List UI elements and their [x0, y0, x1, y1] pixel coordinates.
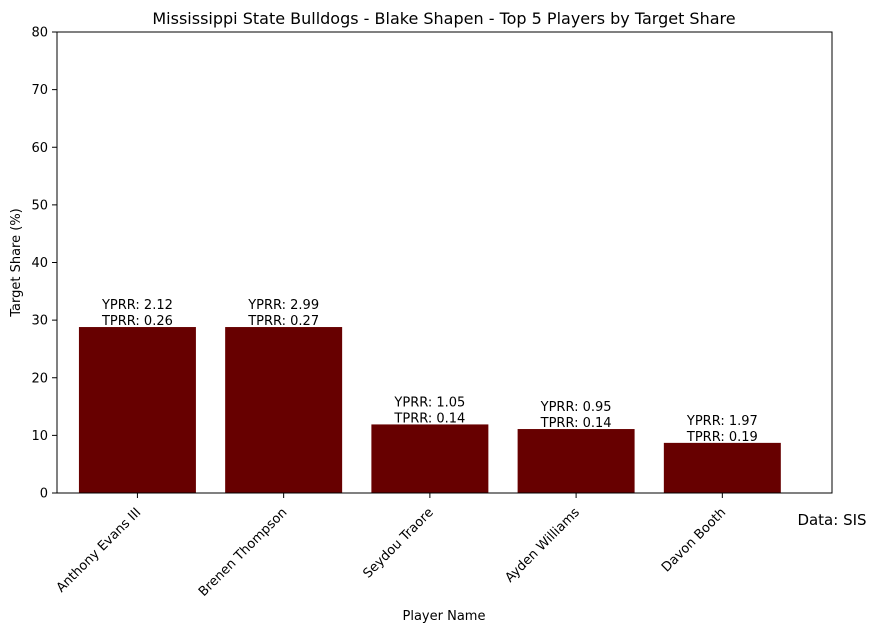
y-axis-ticks: 0 10 20 30 40 50 60 70 80 — [31, 26, 57, 502]
x-tick-label: Ayden Williams — [502, 505, 583, 586]
bar-label-tprr: TPRR: 0.26 — [101, 314, 173, 329]
x-axis-ticks: Anthony Evans III Brenen Thompson Seydou T… — [54, 493, 729, 600]
y-tick-label: 0 — [40, 487, 48, 502]
bar — [663, 442, 781, 493]
y-tick-label: 80 — [31, 26, 48, 41]
bar-label-yprr: YPRR: 1.05 — [393, 395, 465, 410]
bar-label-tprr: TPRR: 0.19 — [686, 430, 758, 445]
bar-label-tprr: TPRR: 0.14 — [540, 416, 612, 431]
plot-frame — [56, 31, 833, 494]
y-tick-label: 40 — [31, 256, 48, 271]
bar — [371, 424, 489, 493]
source-note: Data: SIS — [797, 511, 866, 529]
y-tick-label: 20 — [31, 371, 48, 386]
x-tick-label: Seydou Traore — [360, 505, 436, 581]
y-axis-label: Target Share (%) — [9, 208, 24, 318]
bar — [225, 327, 343, 493]
x-tick-label: Brenen Thompson — [196, 505, 290, 599]
y-tick-label: 30 — [31, 314, 48, 329]
bar — [517, 429, 635, 493]
bar-label-yprr: YPRR: 0.95 — [540, 400, 612, 415]
y-tick-label: 60 — [31, 141, 48, 156]
bar-label-yprr: YPRR: 2.12 — [101, 298, 173, 313]
bars — [78, 327, 781, 493]
x-tick-label: Davon Booth — [659, 505, 729, 575]
bar-label-yprr: YPRR: 2.99 — [247, 298, 319, 313]
bar-label-tprr: TPRR: 0.14 — [393, 411, 465, 426]
y-tick-label: 10 — [31, 429, 48, 444]
x-tick-label: Anthony Evans III — [54, 505, 145, 596]
y-tick-label: 50 — [31, 198, 48, 213]
y-tick-label: 70 — [31, 83, 48, 98]
bar — [78, 327, 196, 493]
chart-title: Mississippi State Bulldogs - Blake Shape… — [152, 9, 735, 28]
bar-label-yprr: YPRR: 1.97 — [686, 414, 758, 429]
x-axis-label: Player Name — [403, 609, 486, 624]
bar-label-tprr: TPRR: 0.27 — [247, 314, 319, 329]
